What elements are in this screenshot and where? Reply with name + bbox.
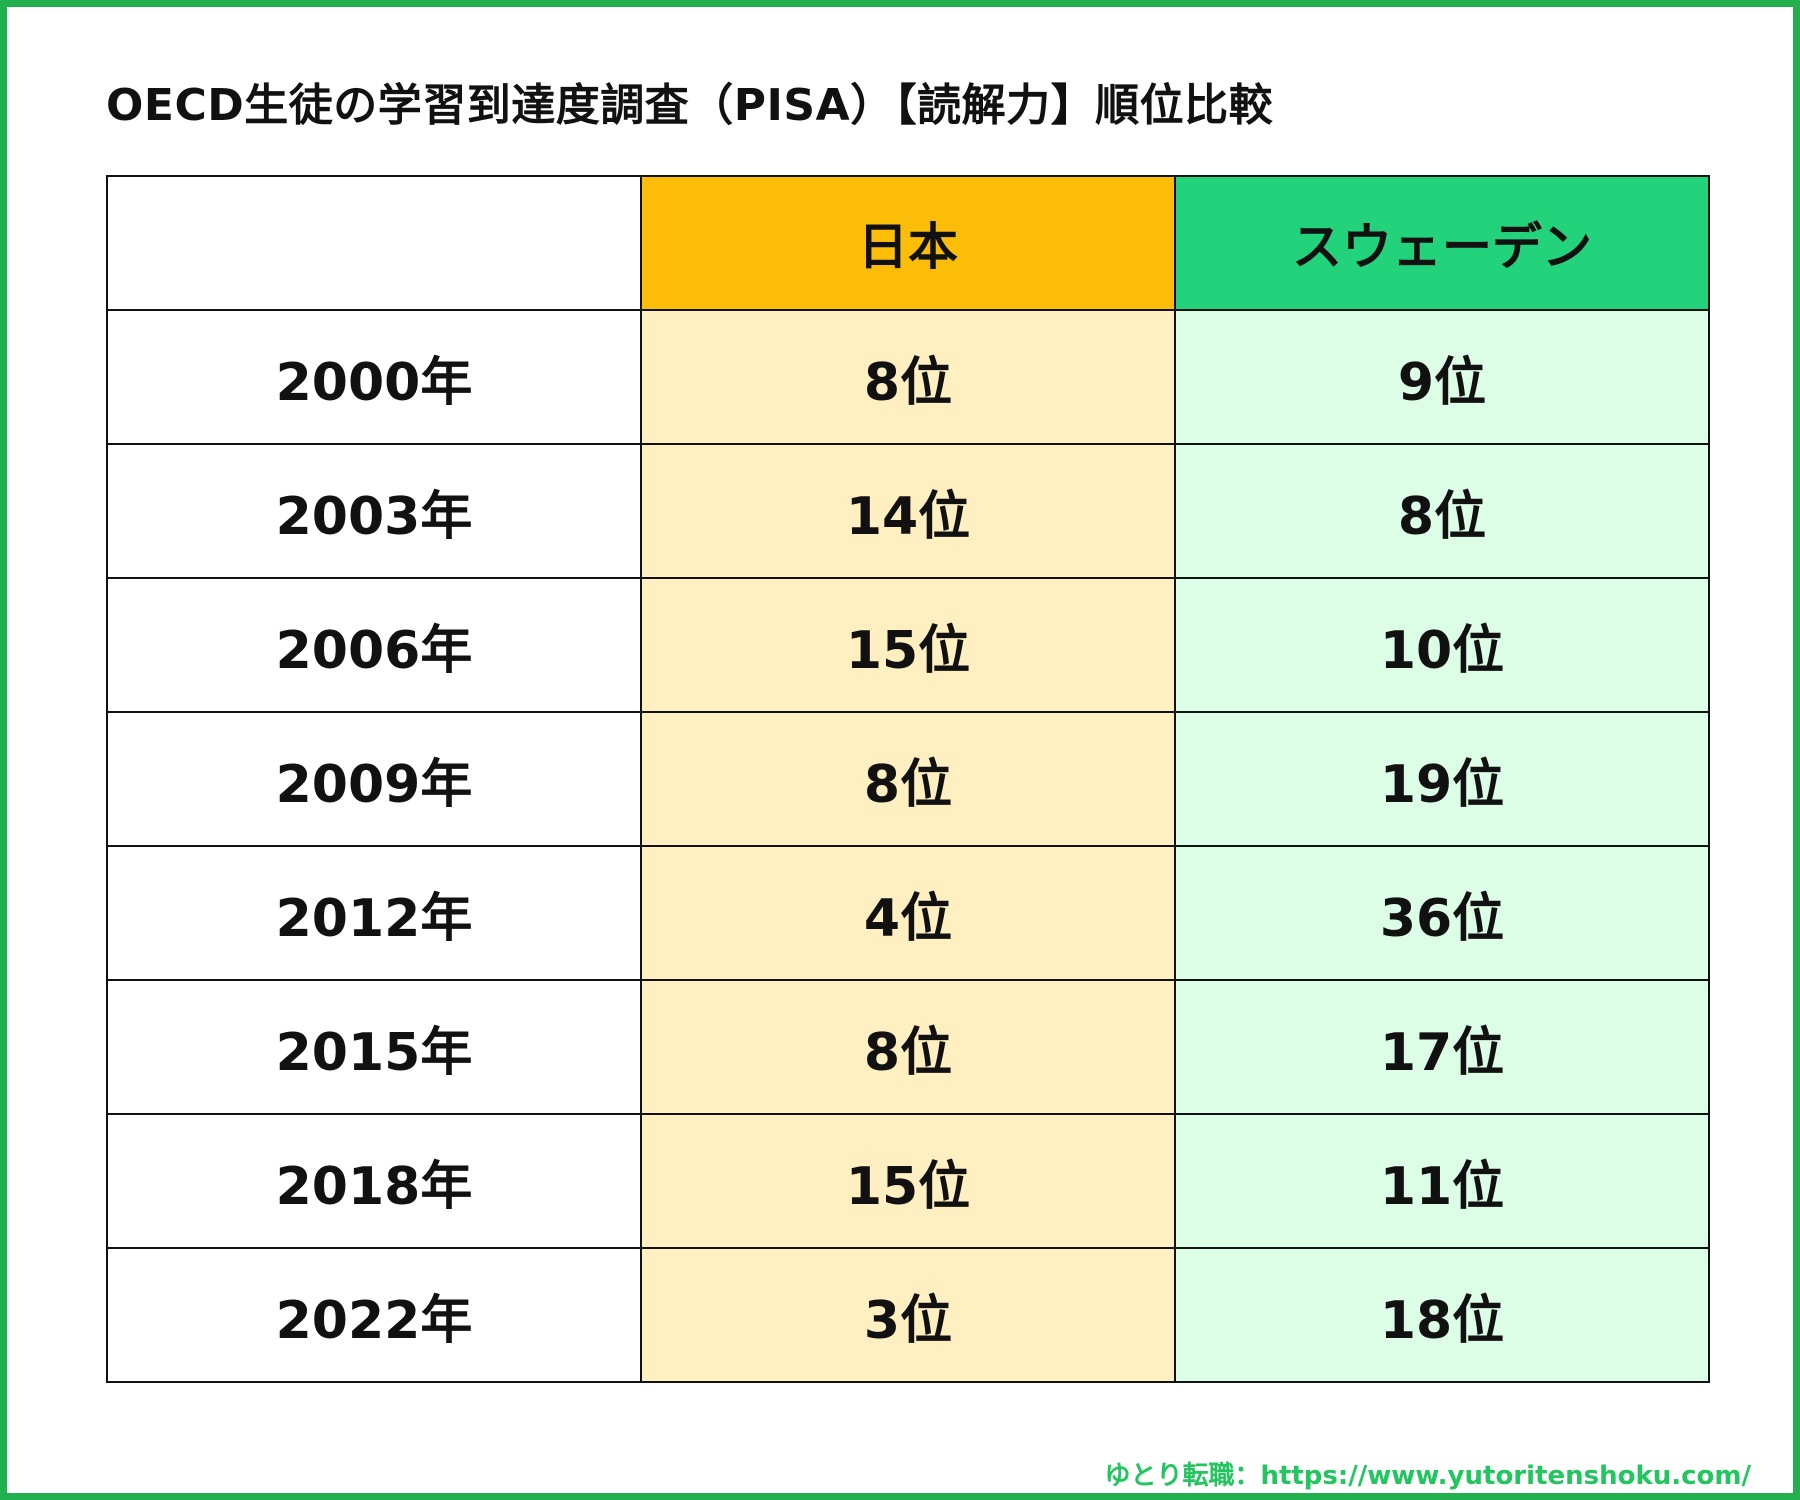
table-row: 2000年 8位 9位 xyxy=(106,309,1710,445)
ranking-table: 日本 スウェーデン 2000年 8位 9位 2003年 14位 8位 2006年 15位 10位… xyxy=(106,175,1710,1383)
japan-rank-cell: 8位 xyxy=(640,979,1176,1115)
year-cell: 2012年 xyxy=(106,845,642,981)
table-row: 2009年 8位 19位 xyxy=(106,711,1710,847)
table-row: 2022年 3位 18位 xyxy=(106,1247,1710,1383)
sweden-rank-cell: 17位 xyxy=(1174,979,1710,1115)
table-row: 2003年 14位 8位 xyxy=(106,443,1710,579)
table-row: 2018年 15位 11位 xyxy=(106,1113,1710,1249)
table-row: 2012年 4位 36位 xyxy=(106,845,1710,981)
year-cell: 2009年 xyxy=(106,711,642,847)
table-row: 2006年 15位 10位 xyxy=(106,577,1710,713)
japan-rank-cell: 4位 xyxy=(640,845,1176,981)
sweden-rank-cell: 19位 xyxy=(1174,711,1710,847)
sweden-rank-cell: 36位 xyxy=(1174,845,1710,981)
japan-rank-cell: 15位 xyxy=(640,1113,1176,1249)
year-cell: 2006年 xyxy=(106,577,642,713)
year-cell: 2003年 xyxy=(106,443,642,579)
year-cell: 2022年 xyxy=(106,1247,642,1383)
table-header-row: 日本 スウェーデン xyxy=(106,175,1710,311)
japan-rank-cell: 8位 xyxy=(640,711,1176,847)
japan-rank-cell: 15位 xyxy=(640,577,1176,713)
year-cell: 2015年 xyxy=(106,979,642,1115)
header-japan: 日本 xyxy=(640,175,1176,311)
sweden-rank-cell: 18位 xyxy=(1174,1247,1710,1383)
header-empty-cell xyxy=(106,175,642,311)
japan-rank-cell: 3位 xyxy=(640,1247,1176,1383)
japan-rank-cell: 8位 xyxy=(640,309,1176,445)
table-row: 2015年 8位 17位 xyxy=(106,979,1710,1115)
sweden-rank-cell: 10位 xyxy=(1174,577,1710,713)
sweden-rank-cell: 11位 xyxy=(1174,1113,1710,1249)
sweden-rank-cell: 8位 xyxy=(1174,443,1710,579)
page-title: OECD生徒の学習到達度調査（PISA）【読解力】順位比較 xyxy=(106,80,1274,131)
year-cell: 2018年 xyxy=(106,1113,642,1249)
year-cell: 2000年 xyxy=(106,309,642,445)
footer-credit: ゆとり転職：https://www.yutoritenshoku.com/ xyxy=(1104,1461,1751,1491)
japan-rank-cell: 14位 xyxy=(640,443,1176,579)
header-sweden: スウェーデン xyxy=(1174,175,1710,311)
sweden-rank-cell: 9位 xyxy=(1174,309,1710,445)
